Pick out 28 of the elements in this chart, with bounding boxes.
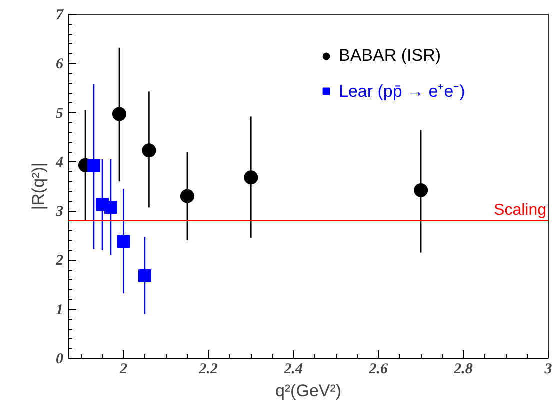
y-tick-label: 1 <box>56 302 64 318</box>
point <box>138 269 152 282</box>
x-tick-label: 2 <box>118 362 128 378</box>
x-tick-label: 3 <box>544 362 553 378</box>
y-tick-label: 4 <box>55 154 64 171</box>
point <box>117 235 130 248</box>
y-tick-label: 5 <box>56 106 64 122</box>
x-axis-title: q²(GeV²) <box>275 382 342 400</box>
y-tick-label: 6 <box>56 56 64 73</box>
y-tick-label: 3 <box>55 204 64 220</box>
legend-label: Lear (pp̄ → e⁺e⁻) <box>339 81 466 102</box>
legend-label: BABAR (ISR) <box>339 46 442 66</box>
ref-line-label: Scaling <box>494 202 547 219</box>
point <box>87 159 100 172</box>
point <box>414 183 428 198</box>
y-tick-label: 7 <box>56 8 64 24</box>
x-tick-label: 2.8 <box>453 362 474 378</box>
point <box>244 170 258 185</box>
point <box>142 144 156 158</box>
x-tick-label: 2.4 <box>283 362 304 378</box>
point <box>112 107 126 122</box>
y-axis-title: |R(q²)| <box>29 162 48 210</box>
y-tick-label: 0 <box>56 352 64 368</box>
point <box>104 201 118 214</box>
point <box>180 189 194 204</box>
x-tick-label: 2.2 <box>198 362 219 378</box>
x-tick-label: 2.6 <box>368 362 388 378</box>
y-tick-label: 2 <box>55 253 64 270</box>
